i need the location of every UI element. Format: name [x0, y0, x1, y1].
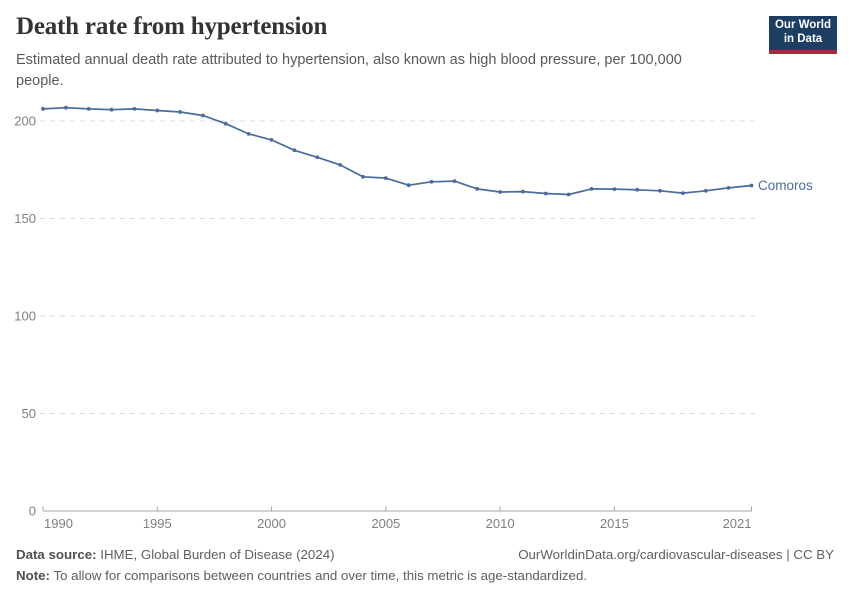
footer-notes: Data source: IHME, Global Burden of Dise… [16, 544, 587, 586]
data-point[interactable] [132, 107, 137, 111]
line-chart-plot-area[interactable]: 0 50 100 150 200 1990 1995 2000 2005 2010 2015 2021… [0, 0, 850, 540]
data-point[interactable] [109, 107, 114, 112]
chart-title: Death rate from hypertension [16, 13, 328, 40]
y-axis-tick-label: 0 [29, 504, 36, 519]
data-point[interactable] [383, 176, 388, 181]
y-axis-tick-label: 200 [14, 114, 36, 129]
data-point[interactable] [64, 105, 68, 110]
x-axis-tick-label: 2005 [371, 516, 400, 531]
data-point[interactable] [521, 189, 525, 194]
data-point[interactable] [543, 191, 548, 196]
series-line-comoros[interactable] [42, 106, 753, 196]
x-axis-tick-label: 2015 [600, 516, 629, 531]
owid-logo[interactable]: Our World in Data [769, 16, 837, 54]
chart-subtitle: Estimated annual death rate attributed t… [16, 52, 682, 90]
y-axis-tick-label: 150 [14, 211, 36, 226]
data-point[interactable] [246, 132, 251, 136]
owid-citation-link[interactable]: OurWorldinData.org/cardiovascular-diseas… [518, 547, 834, 562]
data-point[interactable] [498, 190, 502, 194]
x-axis-tick-label: 1990 [44, 516, 73, 531]
note-label: Note: [16, 568, 50, 583]
data-point[interactable] [338, 163, 342, 167]
data-point[interactable] [703, 188, 708, 193]
data-point[interactable] [86, 107, 91, 111]
data-point[interactable] [635, 187, 640, 192]
data-point[interactable] [726, 186, 731, 190]
data-point[interactable] [681, 191, 685, 196]
y-axis-tick-label: 50 [22, 406, 36, 421]
x-axis-tick-label: 1995 [143, 516, 172, 531]
x-axis-tick-label: 2021 [723, 516, 752, 531]
x-axis-tick-label: 2000 [257, 516, 286, 531]
data-source-line: Data source: IHME, Global Burden of Dise… [16, 544, 587, 565]
data-point[interactable] [475, 187, 480, 191]
data-source-label: Data source: [16, 547, 97, 562]
data-point[interactable] [155, 108, 160, 113]
data-point[interactable] [452, 179, 457, 184]
data-point[interactable] [361, 174, 365, 179]
y-axis-tick-label: 100 [14, 309, 36, 324]
data-point[interactable] [429, 179, 434, 184]
data-point[interactable] [658, 188, 662, 193]
owid-logo-line2: in Data [783, 32, 823, 45]
data-source-text: IHME, Global Burden of Disease (2024) [96, 547, 335, 562]
note-line: Note: To allow for comparisons between c… [16, 565, 587, 586]
data-point[interactable] [41, 107, 45, 111]
data-point[interactable] [178, 110, 183, 114]
data-point[interactable] [315, 155, 320, 160]
data-point[interactable] [749, 183, 754, 188]
data-point[interactable] [292, 148, 297, 153]
data-point[interactable] [223, 121, 228, 126]
x-axis-tick-label: 2010 [486, 516, 515, 531]
data-point[interactable] [566, 192, 571, 197]
data-point[interactable] [612, 187, 617, 192]
data-point[interactable] [406, 183, 411, 188]
data-point[interactable] [589, 187, 594, 191]
data-point[interactable] [201, 113, 205, 118]
owid-logo-line1: Our World [774, 19, 831, 31]
data-point[interactable] [269, 138, 274, 142]
note-text: To allow for comparisons between countri… [49, 568, 588, 583]
series-label-comoros[interactable]: Comoros [758, 178, 813, 193]
